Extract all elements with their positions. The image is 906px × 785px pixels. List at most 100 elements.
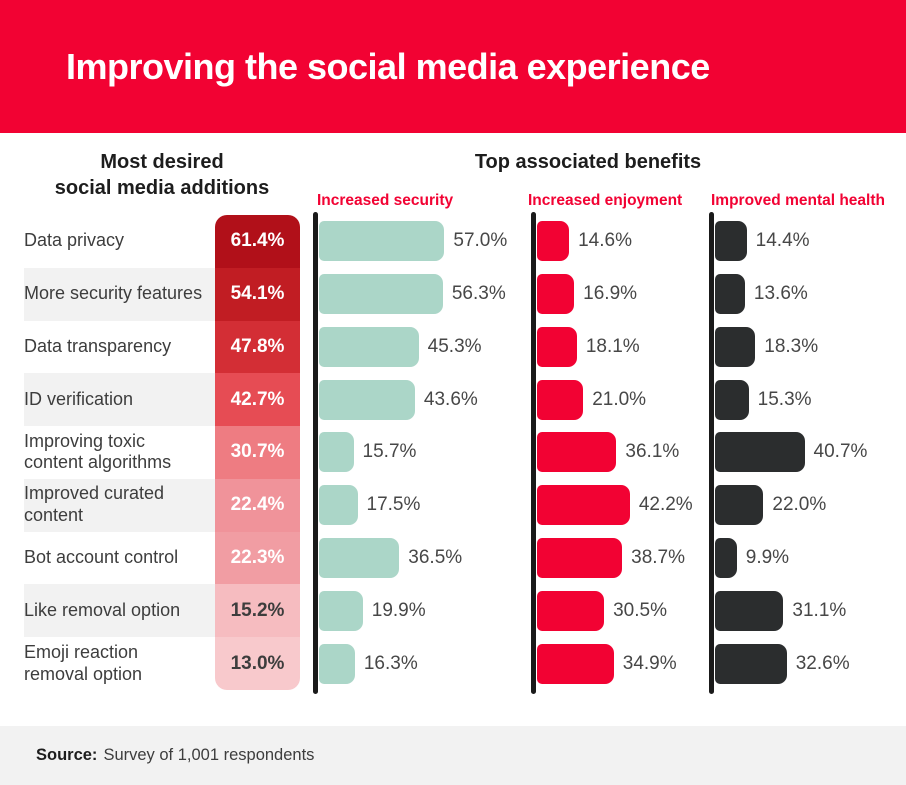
bar-row: 13.6% bbox=[709, 268, 906, 321]
desired-percentage-cell: 61.4% bbox=[215, 215, 300, 268]
bar-row: 18.3% bbox=[709, 321, 906, 374]
bar-row: 43.6% bbox=[313, 373, 531, 426]
benefits-header: Top associated benefits bbox=[474, 151, 702, 173]
bar-value-label: 21.0% bbox=[592, 388, 647, 410]
bar bbox=[537, 643, 614, 684]
bar-value-label: 13.6% bbox=[753, 283, 808, 305]
desired-percentage-cell: 15.2% bbox=[215, 584, 300, 638]
bar-value-label: 19.9% bbox=[371, 599, 426, 621]
bar-row: 14.4% bbox=[709, 215, 906, 268]
bar bbox=[319, 432, 354, 473]
bar bbox=[715, 274, 745, 315]
category-label: Improved curated content bbox=[24, 483, 165, 526]
bar bbox=[715, 590, 784, 631]
table-row: More security features 54.1% bbox=[0, 267, 300, 321]
bar bbox=[319, 274, 443, 315]
series-header-mental-health: Improved mental health bbox=[711, 192, 885, 209]
desired-percentage-cell: 54.1% bbox=[215, 267, 300, 321]
bar bbox=[715, 485, 764, 526]
bar-value-label: 57.0% bbox=[453, 230, 508, 252]
bar bbox=[537, 538, 623, 579]
category-label: Emoji reaction removal option bbox=[24, 641, 143, 684]
category-label: ID verification bbox=[24, 388, 134, 409]
source-note: Source: Survey of 1,001 respondents bbox=[0, 726, 906, 785]
bar-row: 21.0% bbox=[531, 373, 709, 426]
bar-value-label: 34.9% bbox=[622, 652, 677, 674]
bar-row: 14.6% bbox=[531, 215, 709, 268]
bar bbox=[319, 379, 415, 420]
bar-row: 31.1% bbox=[709, 584, 906, 637]
source-text: Survey of 1,001 respondents bbox=[103, 746, 315, 764]
bar bbox=[537, 326, 577, 367]
bar-row: 45.3% bbox=[313, 321, 531, 374]
bar-value-label: 45.3% bbox=[427, 335, 482, 357]
bar-value-label: 36.1% bbox=[625, 441, 680, 463]
bar-value-label: 36.5% bbox=[408, 547, 463, 569]
bar bbox=[715, 643, 787, 684]
bar bbox=[537, 485, 630, 526]
bar-value-label: 18.1% bbox=[585, 335, 640, 357]
bar bbox=[537, 379, 584, 420]
bar-row: 40.7% bbox=[709, 426, 906, 479]
bar-value-label: 40.7% bbox=[813, 441, 868, 463]
bar bbox=[715, 379, 749, 420]
left-column-header-line2: social media additions bbox=[54, 177, 270, 199]
source-label: Source: bbox=[36, 746, 98, 764]
table-row: Improving toxic content algorithms 30.7% bbox=[0, 426, 300, 479]
bar-row: 18.1% bbox=[531, 321, 709, 374]
bar bbox=[537, 274, 575, 315]
header-zone: Most desired social media additions Top … bbox=[0, 133, 906, 215]
bar-value-label: 15.7% bbox=[362, 441, 417, 463]
bar-column-mental-health: 14.4% 13.6% 18.3% 15.3% 40.7% 22.0% 9.9% 31.1% 3… bbox=[709, 212, 906, 694]
desired-percentage-cell: 47.8% bbox=[215, 320, 300, 374]
bar-row: 57.0% bbox=[313, 215, 531, 268]
bar-value-label: 17.5% bbox=[366, 494, 421, 516]
bar-row: 42.2% bbox=[531, 479, 709, 532]
bar-value-label: 43.6% bbox=[423, 388, 478, 410]
table-row: Bot account control 22.3% bbox=[0, 531, 300, 585]
bar-row: 16.9% bbox=[531, 268, 709, 321]
bar bbox=[319, 643, 355, 684]
bar-row: 34.9% bbox=[531, 637, 709, 690]
category-label: Like removal option bbox=[24, 599, 181, 620]
bar-row: 36.5% bbox=[313, 532, 531, 585]
bar bbox=[319, 538, 400, 579]
bar-row: 36.1% bbox=[531, 426, 709, 479]
bar bbox=[537, 432, 617, 473]
bar-row: 17.5% bbox=[313, 479, 531, 532]
bar-value-label: 9.9% bbox=[745, 547, 790, 569]
bar-value-label: 16.3% bbox=[363, 652, 418, 674]
bar-row: 9.9% bbox=[709, 532, 906, 585]
spacer bbox=[0, 690, 906, 726]
left-column-header: Most desired social media additions bbox=[24, 149, 300, 201]
series-header-security: Increased security bbox=[317, 192, 454, 209]
series-header-enjoyment: Increased enjoyment bbox=[528, 192, 683, 209]
table-row: Like removal option 15.2% bbox=[0, 584, 300, 638]
bar-row: 30.5% bbox=[531, 584, 709, 637]
table-row: Data transparency 47.8% bbox=[0, 320, 300, 374]
bar-value-label: 31.1% bbox=[792, 599, 847, 621]
bar-row: 19.9% bbox=[313, 584, 531, 637]
desired-additions-table: Data privacy 61.4% More security features 5… bbox=[0, 215, 300, 690]
desired-percentage-cell: 42.7% bbox=[215, 373, 300, 427]
bar bbox=[537, 221, 570, 262]
bar-value-label: 32.6% bbox=[795, 652, 850, 674]
bar-value-label: 18.3% bbox=[764, 335, 819, 357]
column-gap bbox=[300, 215, 313, 690]
bar-row: 56.3% bbox=[313, 268, 531, 321]
bar-value-label: 14.6% bbox=[578, 230, 632, 252]
bar-value-label: 56.3% bbox=[451, 283, 506, 305]
bar-value-label: 15.3% bbox=[757, 388, 812, 410]
category-label: Data privacy bbox=[24, 230, 125, 251]
title-banner: Improving the social media experience bbox=[0, 0, 906, 133]
table-row: Data privacy 61.4% bbox=[0, 215, 300, 268]
bar bbox=[715, 432, 805, 473]
bar-value-label: 30.5% bbox=[613, 599, 667, 621]
desired-percentage-cell: 22.4% bbox=[215, 478, 300, 532]
bar-row: 32.6% bbox=[709, 637, 906, 690]
bar-value-label: 14.4% bbox=[755, 230, 810, 252]
table-row: ID verification 42.7% bbox=[0, 373, 300, 427]
bar bbox=[715, 538, 737, 579]
table-row: Emoji reaction removal option 13.0% bbox=[0, 637, 300, 690]
bar bbox=[715, 221, 747, 262]
